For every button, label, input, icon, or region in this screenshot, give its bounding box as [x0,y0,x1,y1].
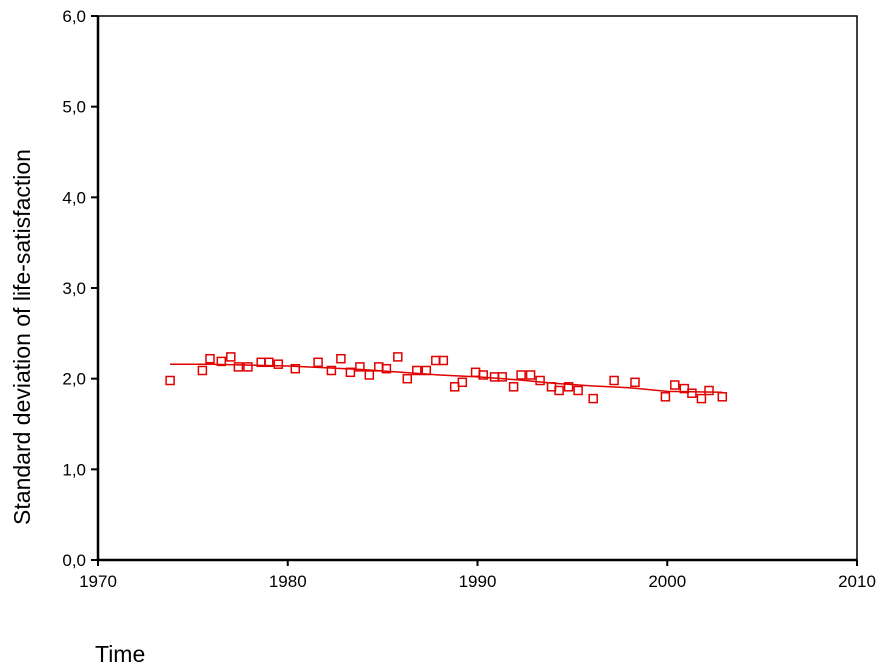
data-point [563,382,574,392]
data-points [165,352,728,404]
data-point [165,375,175,386]
data-point [364,370,375,380]
data-point [264,357,274,368]
y-tick-label: 6,0 [62,7,86,26]
data-point [205,353,215,364]
data-point [660,392,671,402]
data-point [588,393,598,404]
data-point [243,362,253,372]
data-point [402,373,413,384]
tick-marks [91,15,858,566]
axes [96,15,858,562]
y-tick-label: 1,0 [62,460,86,479]
data-point [457,377,468,388]
data-point [345,367,356,378]
x-tick-label: 1970 [79,572,117,591]
tick-labels: 0,0 1,0 2,0 3,0 4,0 5,0 6,0 1970 1980 1990 2000 201… [62,7,876,591]
data-point [535,375,545,386]
x-tick-label: 2000 [648,572,686,591]
y-tick-label: 4,0 [62,188,86,207]
x-axis-title: Time [95,641,145,663]
y-tick-label: 3,0 [62,279,86,298]
data-point [381,363,392,374]
data-point [273,359,284,369]
x-tick-label: 2010 [838,572,876,591]
data-point [478,370,488,380]
data-point [412,365,422,376]
data-point [489,372,500,382]
data-point [226,352,236,362]
data-point [508,382,519,392]
data-point [197,365,208,376]
data-point [497,372,507,382]
y-tick-label: 5,0 [62,98,86,117]
data-point [313,357,323,368]
data-point [470,367,481,378]
data-point [216,356,227,367]
data-point [438,355,449,366]
data-point [670,380,680,390]
data-point [525,370,536,380]
data-point [696,393,707,404]
y-axis-title: Standard deviation of life-satisfaction [9,149,35,525]
data-point [421,365,432,376]
data-point [374,362,384,372]
data-point [630,377,640,388]
data-point [573,385,583,396]
x-tick-label: 1980 [269,572,307,591]
data-point [516,370,526,380]
fit-line [170,363,723,394]
data-point [609,375,619,386]
y-tick-label: 2,0 [62,370,86,389]
data-point [717,392,728,402]
fit-line-group [170,363,723,394]
data-point [554,385,564,396]
data-point [449,382,460,392]
data-point [393,352,403,362]
x-tick-label: 1990 [459,572,497,591]
data-point [704,385,714,396]
data-point [336,353,346,364]
data-point [233,362,244,372]
data-point [687,388,697,398]
data-point [355,362,365,372]
plot-frame [97,15,858,561]
data-point [326,365,337,376]
data-point [290,363,301,374]
y-tick-label: 0,0 [62,551,86,570]
